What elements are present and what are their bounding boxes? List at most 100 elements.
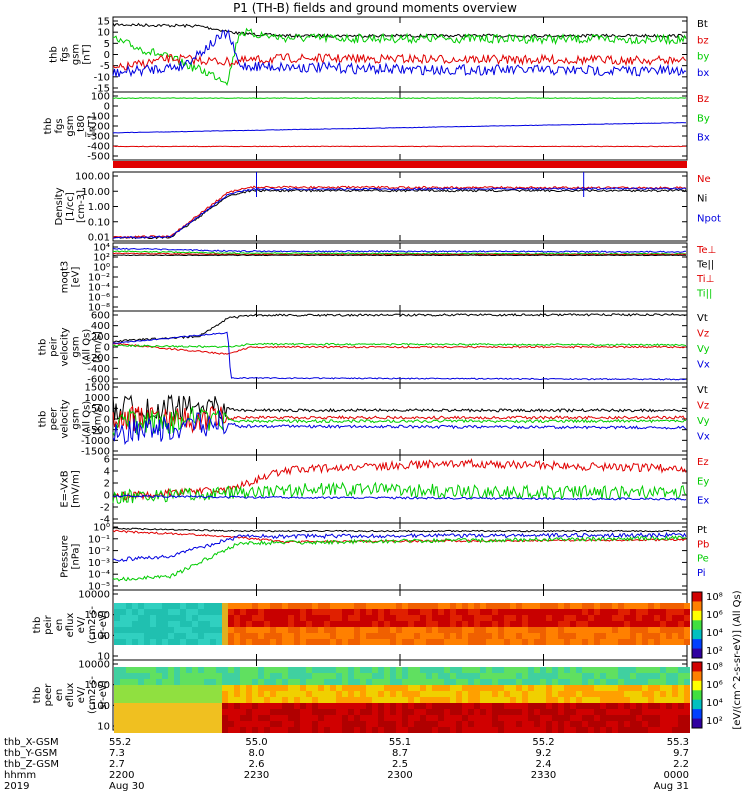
spectrogram-cell <box>204 615 210 621</box>
spectrogram-cell <box>468 709 474 715</box>
spectrogram-cell <box>474 721 480 727</box>
spectrogram-cell <box>432 639 438 645</box>
spectrogram-cell <box>120 673 126 679</box>
spectrogram-cell <box>552 633 558 639</box>
spectrogram-cell <box>570 679 576 685</box>
spectrogram-cell <box>648 615 654 621</box>
spectrogram-cell <box>330 727 336 733</box>
spectrogram-cell <box>678 621 684 627</box>
spectrogram-cell <box>336 621 342 627</box>
legend-entry: Ni <box>697 194 707 205</box>
spectrogram-cell <box>372 621 378 627</box>
spectrogram-cell <box>660 633 666 639</box>
spectrogram-cell <box>282 615 288 621</box>
spectrogram-cell <box>210 691 216 697</box>
y-tick-label: 1000 <box>85 680 110 691</box>
spectrogram-cell <box>678 615 684 621</box>
spectrogram-cell <box>144 697 150 703</box>
spectrogram-cell <box>624 615 630 621</box>
spectrogram-cell <box>510 667 516 673</box>
spectrogram-cell <box>312 667 318 673</box>
spectrogram-cell <box>636 685 642 691</box>
spectrogram-cell <box>648 673 654 679</box>
spectrogram-cell <box>462 633 468 639</box>
spectrogram-cell <box>366 727 372 733</box>
spectrogram-cell <box>306 667 312 673</box>
spectrogram-cell <box>360 603 366 609</box>
spectrogram-cell <box>630 633 636 639</box>
spectrogram-cell <box>120 709 126 715</box>
spectrogram-cell <box>306 609 312 615</box>
spectrogram-cell <box>138 603 144 609</box>
spectrogram-cell <box>246 715 252 721</box>
spectrogram-cell <box>138 709 144 715</box>
spectrogram-cell <box>210 679 216 685</box>
spectrogram-cell <box>120 697 126 703</box>
spectrogram-cell <box>606 639 612 645</box>
spectrogram-cell <box>174 603 180 609</box>
spectrogram-cell <box>234 697 240 703</box>
spectrogram-cell <box>354 703 360 709</box>
spectrogram-cell <box>396 615 402 621</box>
spectrogram-cell <box>672 727 678 733</box>
spectrogram-cell <box>618 727 624 733</box>
spectrogram-cell <box>276 633 282 639</box>
spectrogram-cell <box>126 709 132 715</box>
spectrogram-cell <box>684 727 690 733</box>
spectrogram-cell <box>150 667 156 673</box>
spectrogram-cell <box>324 633 330 639</box>
legend-entry: Ey <box>697 476 709 487</box>
y-tick-label: -1000 <box>81 436 110 447</box>
spectrogram-cell <box>516 603 522 609</box>
spectrogram-cell <box>648 727 654 733</box>
colorbar-band <box>692 639 702 650</box>
spectrogram-cell <box>642 615 648 621</box>
spectrogram-cell <box>252 633 258 639</box>
series-Bt <box>112 22 687 39</box>
spectrogram-cell <box>540 627 546 633</box>
colorbar-tick: 10⁴ <box>706 698 723 709</box>
spectrogram-cell <box>534 609 540 615</box>
spectrogram-cell <box>282 603 288 609</box>
spectrogram-cell <box>576 633 582 639</box>
spectrogram-cell <box>612 727 618 733</box>
spectrogram-cell <box>678 691 684 697</box>
spectrogram-cell <box>504 691 510 697</box>
spectrogram-cell <box>396 703 402 709</box>
spectrogram-cell <box>564 709 570 715</box>
footer-value: 2.4 <box>536 759 552 770</box>
spectrogram-cell <box>306 633 312 639</box>
spectrogram-cell <box>648 697 654 703</box>
spectrogram-cell <box>258 639 264 645</box>
y-axis-label: gsm <box>71 44 82 65</box>
spectrogram-cell <box>582 685 588 691</box>
spectrogram-cell <box>156 697 162 703</box>
y-axis-label: eflux <box>65 613 76 638</box>
spectrogram-cell <box>222 639 228 645</box>
spectrogram-cell <box>504 703 510 709</box>
spectrogram-cell <box>450 633 456 639</box>
series-Te-par <box>112 254 687 257</box>
spectrogram-cell <box>672 697 678 703</box>
spectrogram-cell <box>246 667 252 673</box>
spectrogram-cell <box>426 679 432 685</box>
spectrogram-cell <box>480 673 486 679</box>
peer-spectrogram <box>114 667 690 733</box>
spectrogram-cell <box>504 715 510 721</box>
spectrogram-cell <box>546 667 552 673</box>
spectrogram-cell <box>372 639 378 645</box>
y-tick-label: 10⁻³ <box>88 558 110 569</box>
spectrogram-cell <box>630 715 636 721</box>
spectrogram-cell <box>624 667 630 673</box>
spectrogram-cell <box>510 633 516 639</box>
y-tick-label: 5 <box>104 39 110 50</box>
spectrogram-cell <box>222 685 228 691</box>
spectrogram-cell <box>588 633 594 639</box>
spectrogram-cell <box>288 697 294 703</box>
spectrogram-cell <box>126 667 132 673</box>
spectrogram-cell <box>144 703 150 709</box>
spectrogram-cell <box>432 621 438 627</box>
spectrogram-cell <box>576 603 582 609</box>
spectrogram-cell <box>642 673 648 679</box>
spectrogram-cell <box>240 691 246 697</box>
